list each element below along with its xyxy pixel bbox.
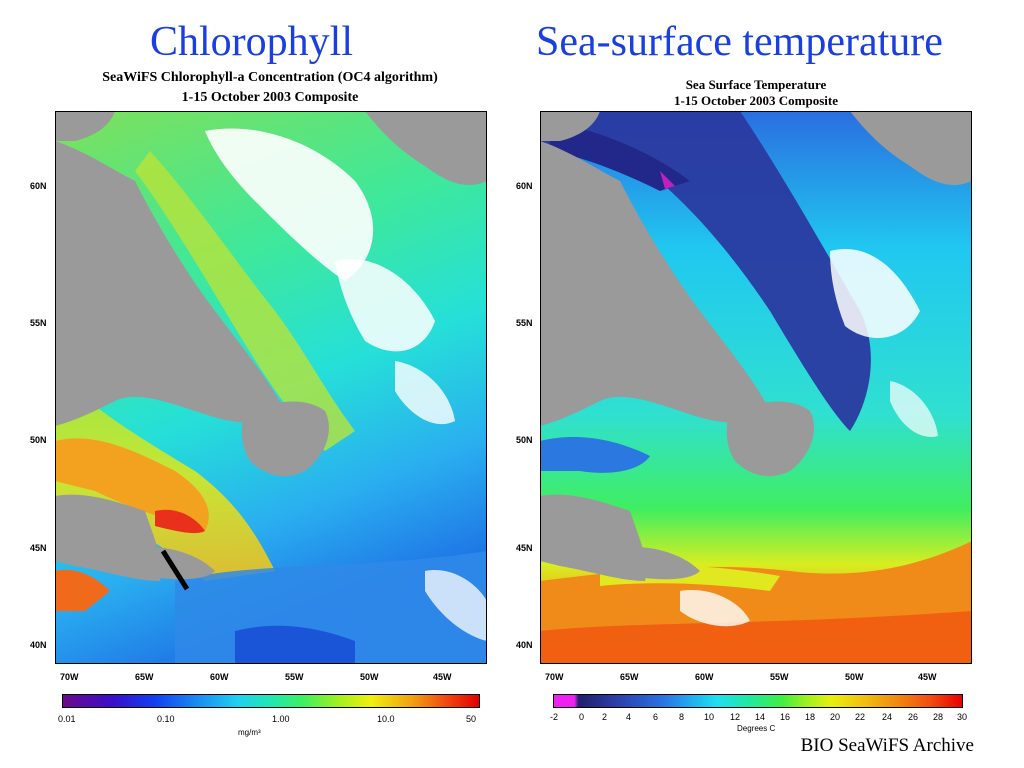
sst-title: Sea Surface Temperature	[685, 77, 827, 92]
sst-colorbar-tick: 30	[957, 712, 968, 722]
sst-lon-label: 50W	[845, 672, 864, 682]
chlorophyll-colorbar	[62, 694, 480, 708]
sst-lon-label: 60W	[695, 672, 714, 682]
chl-colorbar-tick: 1.00	[272, 714, 290, 724]
sst-colorbar-tick: 12	[730, 712, 741, 722]
sst-lat-label: 45N	[516, 543, 533, 553]
chl-lon-label: 70W	[60, 672, 79, 682]
chl-lon-label: 50W	[360, 672, 379, 682]
chlorophyll-map-image	[55, 111, 487, 664]
sst-lon-label: 55W	[770, 672, 789, 682]
chl-lon-label: 60W	[210, 672, 229, 682]
chl-colorbar-tick: 0.01	[58, 714, 76, 724]
sst-colorbar-tick: 18	[805, 712, 816, 722]
sst-heading: Sea-surface temperature	[536, 19, 943, 65]
sst-map-image	[540, 111, 972, 664]
sst-colorbar-unit: Degrees C	[737, 724, 776, 733]
sst-colorbar-tick: 28	[933, 712, 944, 722]
archive-credit: BIO SeaWiFS Archive	[800, 735, 974, 756]
chl-lon-label: 65W	[135, 672, 154, 682]
chl-date: 1-15 October 2003 Composite	[181, 90, 359, 105]
chl-lat-label: 45N	[30, 543, 47, 553]
sst-lon-label: 70W	[545, 672, 564, 682]
sst-colorbar-tick: 4	[626, 712, 632, 722]
chlorophyll-map	[55, 111, 487, 664]
sst-lat-label: 55N	[516, 318, 533, 328]
chl-lat-label: 60N	[30, 181, 47, 191]
sst-date: 1-15 October 2003 Composite	[673, 93, 839, 108]
sst-lat-label: 40N	[516, 640, 533, 650]
sst-colorbar-tick: 20	[830, 712, 841, 722]
sst-colorbar-tick: 6	[653, 712, 659, 722]
chl-lon-label: 55W	[285, 672, 304, 682]
chl-colorbar-unit: mg/m³	[238, 728, 261, 737]
sst-colorbar-tick: -2	[550, 712, 559, 722]
sst-lon-label: 45W	[918, 672, 937, 682]
sst-colorbar-tick: 14	[755, 712, 766, 722]
sst-colorbar-tick: 16	[780, 712, 791, 722]
chl-lat-label: 55N	[30, 318, 47, 328]
sst-lon-label: 65W	[620, 672, 639, 682]
chl-title: SeaWiFS Chlorophyll-a Concentration (OC4…	[102, 70, 438, 85]
chl-lat-label: 50N	[30, 435, 47, 445]
sst-colorbar	[553, 694, 963, 708]
sst-colorbar-tick: 10	[704, 712, 715, 722]
chl-colorbar-tick: 10.0	[377, 714, 395, 724]
chl-lat-label: 40N	[30, 640, 47, 650]
sst-lat-label: 50N	[516, 435, 533, 445]
sst-colorbar-tick: 22	[855, 712, 866, 722]
sst-lat-label: 60N	[516, 181, 533, 191]
sst-map	[540, 111, 972, 664]
chlorophyll-heading: Chlorophyll	[150, 19, 354, 65]
chl-colorbar-tick: 0.10	[157, 714, 175, 724]
chl-lon-label: 45W	[433, 672, 452, 682]
chl-colorbar-tick: 50	[466, 714, 477, 724]
sst-colorbar-tick: 24	[882, 712, 893, 722]
sst-colorbar-tick: 26	[908, 712, 919, 722]
sst-colorbar-tick: 2	[602, 712, 608, 722]
sst-colorbar-tick: 0	[579, 712, 585, 722]
sst-colorbar-tick: 8	[679, 712, 685, 722]
